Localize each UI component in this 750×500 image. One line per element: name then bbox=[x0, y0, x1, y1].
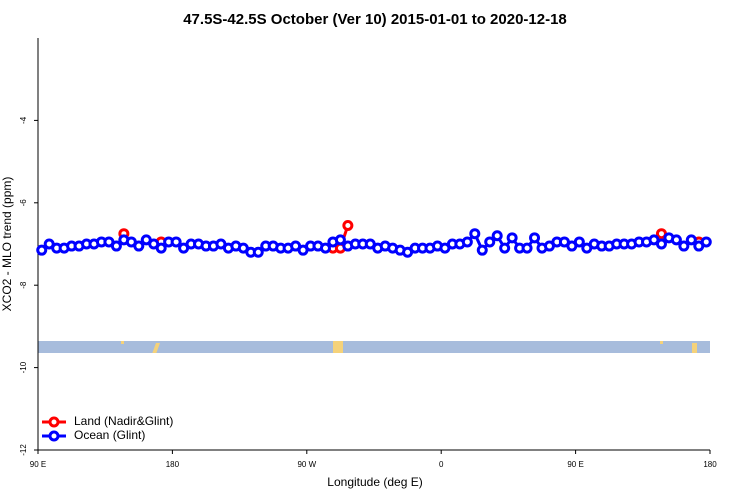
data-point bbox=[170, 236, 182, 248]
y-tick-label: -12 bbox=[19, 444, 28, 456]
legend-label: Ocean (Glint) bbox=[74, 428, 145, 442]
x-axis-label: Longitude (deg E) bbox=[327, 475, 422, 489]
data-point bbox=[110, 240, 122, 252]
data-point bbox=[484, 236, 496, 248]
data-point bbox=[334, 234, 346, 246]
x-tick-label: 0 bbox=[439, 460, 444, 469]
data-point bbox=[700, 236, 712, 248]
x-tick-label: 180 bbox=[166, 460, 180, 469]
data-point bbox=[499, 242, 511, 254]
chart-title: 47.5S-42.5S October (Ver 10) 2015-01-01 … bbox=[183, 11, 567, 28]
data-point bbox=[670, 234, 682, 246]
data-point bbox=[678, 240, 690, 252]
data-point bbox=[573, 236, 585, 248]
x-tick-label: 180 bbox=[703, 460, 717, 469]
surface-band bbox=[38, 341, 710, 353]
y-tick-label: -8 bbox=[19, 281, 28, 289]
data-point bbox=[461, 236, 473, 248]
y-tick-label: -10 bbox=[19, 361, 28, 373]
data-point bbox=[529, 232, 541, 244]
data-point bbox=[476, 244, 488, 256]
data-point bbox=[36, 244, 48, 256]
x-tick-label: 90 E bbox=[567, 460, 583, 469]
y-axis-label: XCO2 - MLO trend (ppm) bbox=[0, 177, 14, 312]
data-point bbox=[469, 228, 481, 240]
data-point bbox=[252, 246, 264, 258]
x-tick-label: 90 E bbox=[30, 460, 46, 469]
data-point bbox=[685, 234, 697, 246]
data-point bbox=[521, 242, 533, 254]
data-point bbox=[319, 242, 331, 254]
data-point bbox=[506, 232, 518, 244]
data-point bbox=[491, 230, 503, 242]
land-marks bbox=[121, 341, 697, 353]
legend-label: Land (Nadir&Glint) bbox=[74, 414, 173, 428]
legend-marker bbox=[48, 430, 60, 442]
x-tick-label: 90 W bbox=[297, 460, 316, 469]
data-point bbox=[133, 240, 145, 252]
data-point bbox=[655, 238, 667, 250]
data-point bbox=[342, 219, 354, 231]
legend-marker bbox=[48, 416, 60, 428]
data-point bbox=[155, 242, 167, 254]
y-tick-label: -4 bbox=[19, 116, 28, 124]
y-tick-label: -6 bbox=[19, 199, 28, 207]
